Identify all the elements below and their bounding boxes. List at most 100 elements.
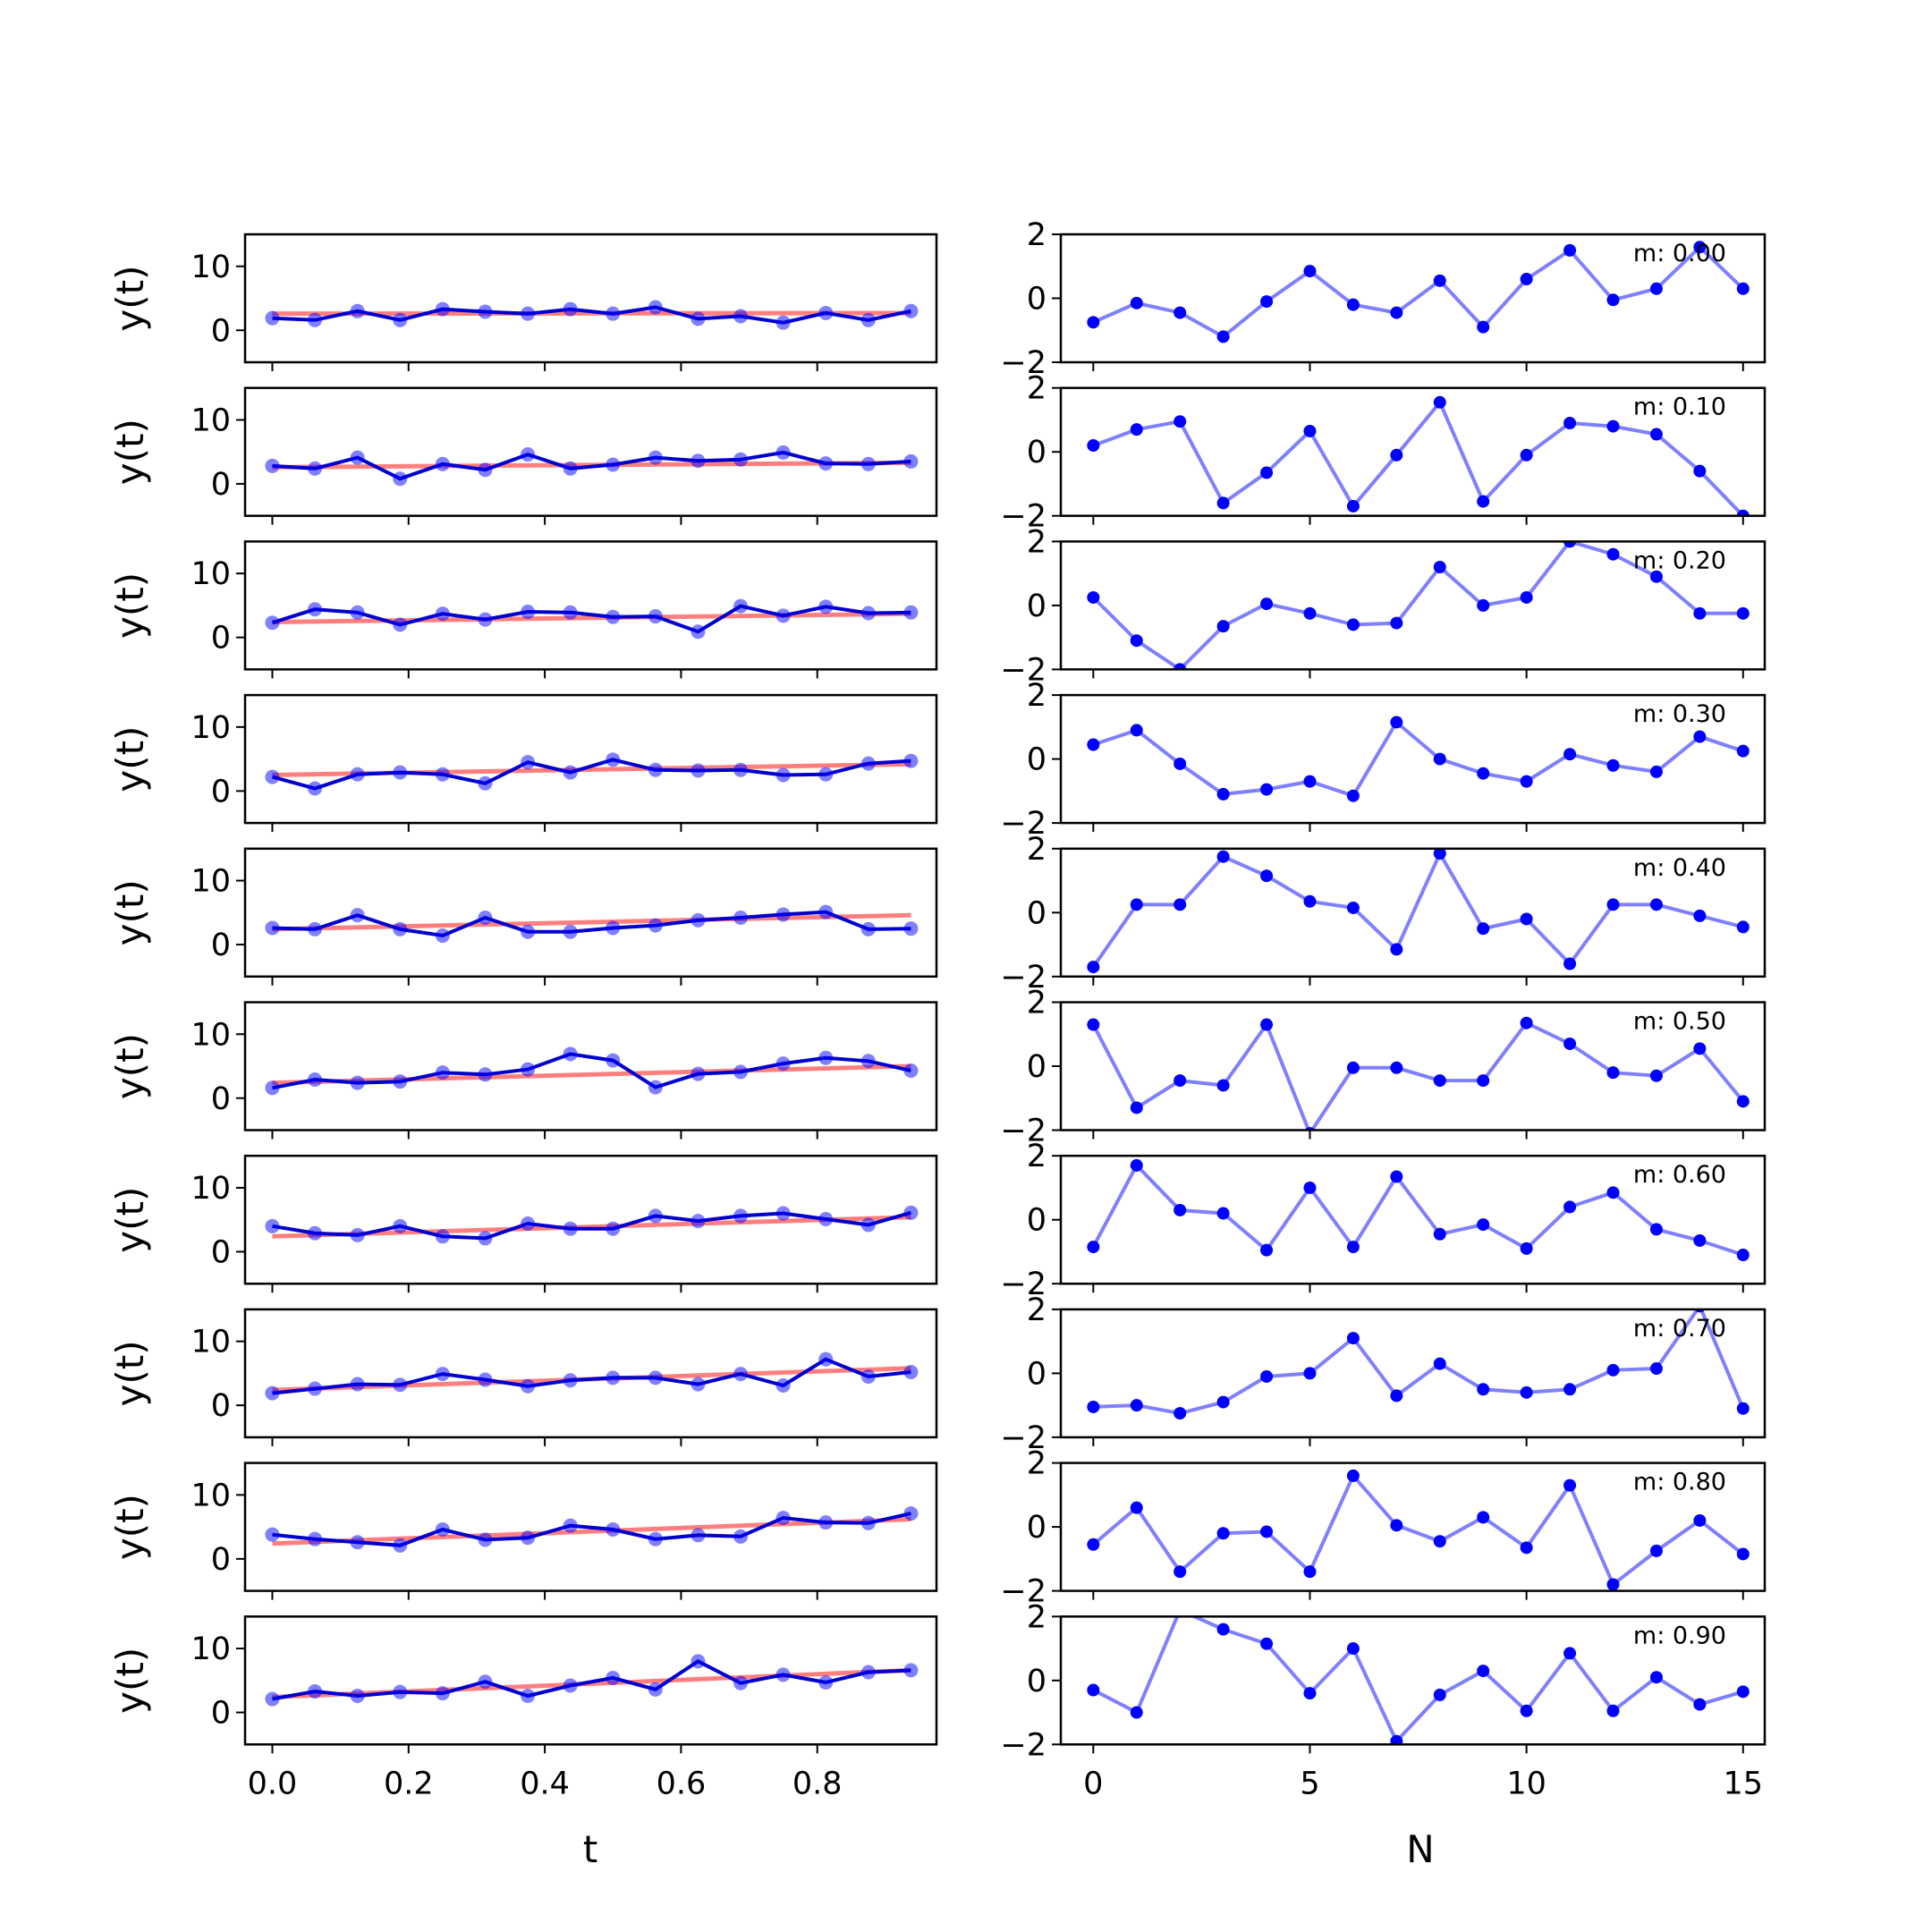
data-point: [606, 457, 621, 472]
residual-point: [1087, 1241, 1100, 1254]
data-point: [648, 450, 663, 465]
residual-point: [1693, 1042, 1707, 1055]
residual-point: [1606, 1363, 1620, 1377]
residual-point: [1346, 1241, 1360, 1254]
left-axes-frame: [243, 233, 938, 364]
y-tick-label: 0: [1027, 1664, 1046, 1699]
y-tick-label: 10: [191, 864, 231, 900]
y-tick-label: 0: [211, 313, 231, 349]
residual-point: [1520, 1385, 1533, 1399]
residual-point: [1390, 1734, 1403, 1745]
residual-point: [1563, 1037, 1577, 1050]
residual-point: [1130, 296, 1143, 309]
data-point: [903, 1063, 919, 1079]
data-point: [350, 303, 365, 318]
data-point: [521, 1062, 536, 1077]
data-point: [606, 1521, 621, 1537]
data-point: [308, 1072, 323, 1088]
y-tick-label: 10: [191, 250, 231, 285]
residual-point: [1216, 787, 1230, 801]
residual-point: [1390, 1170, 1403, 1183]
left-axes-frame: [243, 540, 938, 671]
data-point: [393, 312, 408, 327]
data-point: [860, 921, 876, 936]
data-point: [691, 1066, 706, 1081]
residual-point: [1216, 1395, 1230, 1409]
residual-point: [1087, 1400, 1100, 1413]
y-tick-label: 2: [1027, 1446, 1046, 1482]
right-panel-4: m: 0.40 −2 0 2: [1000, 832, 1767, 996]
x-tick-label: 10: [1506, 1766, 1546, 1801]
data-point: [350, 1535, 365, 1550]
residual-point: [1477, 1383, 1490, 1396]
residual-point: [1260, 466, 1274, 479]
y-tick-label: −2: [1000, 1267, 1046, 1302]
residual-point: [1606, 898, 1620, 911]
residual-point: [1087, 1018, 1100, 1031]
right-panel-3: m: 0.30 −2 0 2: [1000, 678, 1767, 842]
residual-point: [1303, 606, 1317, 620]
series-line: [271, 604, 911, 634]
residual-point: [1087, 1683, 1100, 1697]
residual-point: [1216, 1079, 1230, 1092]
data-point: [393, 1218, 408, 1233]
data-point: [521, 1530, 536, 1546]
data-point: [733, 598, 749, 614]
data-point: [393, 1377, 408, 1393]
y-tick-label: 2: [1027, 217, 1046, 253]
data-point: [521, 605, 536, 620]
data-point: [308, 461, 323, 476]
residual-point: [1649, 1069, 1663, 1082]
residual-point: [1130, 634, 1143, 648]
data-point: [435, 928, 450, 944]
data-point: [478, 1532, 493, 1547]
x-tick-label: 0.2: [384, 1766, 434, 1801]
residual-point: [1606, 293, 1620, 307]
data-point: [818, 1674, 834, 1690]
data-point: [393, 1684, 408, 1699]
data-point: [435, 1229, 450, 1244]
data-point: [265, 1080, 280, 1096]
left-panel-6: 0 10 y(t): [108, 1154, 938, 1293]
data-point: [860, 312, 876, 327]
data-point: [478, 775, 493, 791]
trend-line: [272, 1215, 911, 1239]
residual-point: [1433, 1688, 1446, 1701]
data-point: [393, 617, 408, 632]
residual-point: [1693, 606, 1707, 620]
data-point: [648, 762, 663, 777]
data-point: [265, 615, 280, 631]
residual-point: [1346, 1061, 1360, 1074]
data-point: [478, 1067, 493, 1082]
data-point: [563, 1518, 578, 1533]
data-point: [733, 762, 749, 777]
data-point: [478, 462, 493, 478]
left-axes-frame: [243, 1615, 938, 1746]
y-tick-label: 10: [191, 710, 231, 746]
residual-point: [1736, 1249, 1750, 1262]
residual-point: [1303, 1687, 1317, 1700]
y-tick-label: −2: [1000, 1574, 1046, 1610]
residual-point: [1520, 590, 1533, 604]
data-point: [308, 1225, 323, 1241]
residual-point: [1563, 243, 1577, 257]
residual-point: [1390, 1061, 1403, 1074]
y-axis-label: y(t): [108, 419, 152, 485]
residual-point: [1736, 1685, 1750, 1699]
m-value-label: m: 0.20: [1633, 547, 1726, 574]
data-point: [435, 1686, 450, 1701]
residual-point: [1346, 1642, 1360, 1656]
y-tick-label: 0: [1027, 589, 1046, 624]
residual-point: [1260, 869, 1274, 883]
residual-point: [1346, 1469, 1360, 1482]
data-point: [860, 1054, 876, 1069]
data-point: [775, 1206, 791, 1221]
data-point: [606, 1053, 621, 1068]
residual-point: [1390, 616, 1403, 630]
residual-point: [1433, 561, 1446, 573]
residual-point: [1174, 1203, 1187, 1216]
data-point: [691, 453, 706, 469]
trend-line: [272, 1063, 911, 1086]
residual-point: [1477, 495, 1490, 508]
left-panel-7: 0 10 y(t): [108, 1308, 938, 1446]
